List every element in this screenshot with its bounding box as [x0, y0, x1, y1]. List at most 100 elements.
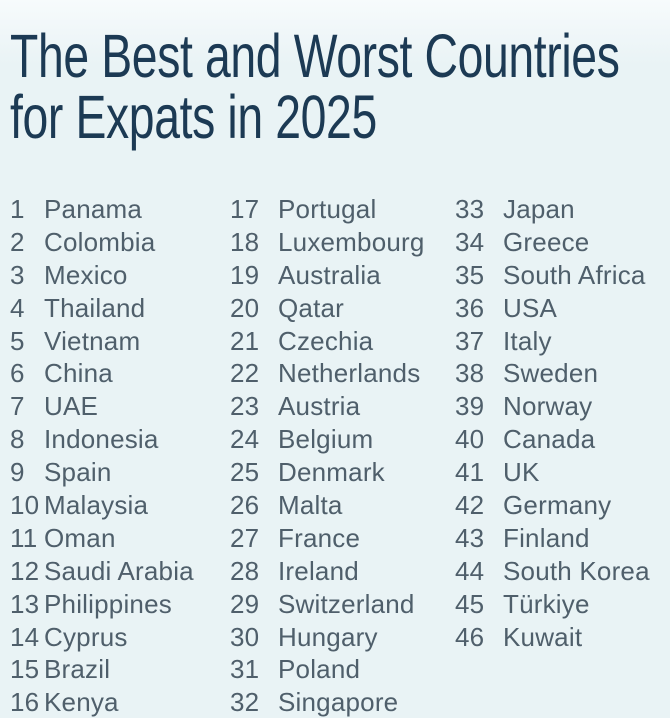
country-name: Netherlands — [278, 358, 421, 389]
rank-number: 13 — [10, 588, 40, 619]
country-name: Belgium — [278, 424, 374, 455]
country-name: Czechia — [278, 325, 374, 356]
country-name: Canada — [503, 424, 596, 455]
ranking-row: 2 Colombia — [10, 226, 232, 259]
country-name: Philippines — [44, 588, 172, 619]
country-name: UK — [503, 457, 540, 488]
rank-number: 16 — [10, 687, 40, 718]
ranking-row: 16 Kenya — [10, 686, 232, 718]
rank-number: 23 — [230, 391, 260, 422]
rank-number: 20 — [230, 292, 260, 323]
country-name: Kenya — [44, 687, 119, 718]
ranking-row: 12 Saudi Arabia — [10, 555, 232, 588]
country-name: Mexico — [44, 259, 128, 290]
rank-number: 32 — [230, 687, 260, 718]
rank-number: 35 — [455, 259, 485, 290]
country-name: Oman — [44, 522, 116, 553]
rank-number: 9 — [10, 457, 25, 488]
rank-number: 12 — [10, 555, 40, 586]
rank-number: 8 — [10, 424, 25, 455]
ranking-row: 4 Thailand — [10, 292, 232, 325]
rank-number: 42 — [455, 490, 485, 521]
country-name: Greece — [503, 226, 590, 257]
ranking-row: 33 Japan — [455, 193, 670, 226]
rank-number: 30 — [230, 621, 260, 652]
country-name: Türkiye — [503, 588, 590, 619]
rank-number: 37 — [455, 325, 485, 356]
rank-number: 19 — [230, 259, 260, 290]
rank-number: 15 — [10, 654, 40, 685]
country-name: Saudi Arabia — [44, 555, 194, 586]
page-title: The Best and Worst Countries for Expats … — [10, 22, 620, 151]
rank-number: 46 — [455, 621, 485, 652]
page-title-line-2: for Expats in 2025 — [10, 83, 377, 151]
ranking-row: 8 Indonesia — [10, 423, 232, 456]
ranking-row: 3 Mexico — [10, 259, 232, 292]
ranking-row: 43 Finland — [455, 522, 670, 555]
country-name: South Korea — [503, 555, 650, 586]
rank-number: 18 — [230, 226, 260, 257]
country-name: Sweden — [503, 358, 599, 389]
rank-number: 2 — [10, 226, 25, 257]
ranking-row: 9 Spain — [10, 456, 232, 489]
country-name: Switzerland — [278, 588, 415, 619]
country-name: Poland — [278, 654, 361, 685]
ranking-row: 30 Hungary — [230, 621, 452, 654]
country-name: France — [278, 522, 361, 553]
ranking-row: 15 Brazil — [10, 653, 232, 686]
rank-number: 40 — [455, 424, 485, 455]
ranking-row: 19 Australia — [230, 259, 452, 292]
ranking-row: 22 Netherlands — [230, 357, 452, 390]
country-name: South Africa — [503, 259, 646, 290]
country-name: Portugal — [278, 194, 377, 224]
rank-number: 33 — [455, 194, 485, 224]
country-name: Norway — [503, 391, 593, 422]
ranking-row: 10 Malaysia — [10, 489, 232, 522]
country-name: Italy — [503, 325, 552, 356]
country-name: USA — [503, 292, 558, 323]
rank-number: 26 — [230, 490, 260, 521]
country-name: Panama — [44, 194, 143, 224]
rank-number: 31 — [230, 654, 260, 685]
rank-number: 6 — [10, 358, 25, 389]
rank-number: 5 — [10, 325, 25, 356]
ranking-row: 32 Singapore — [230, 686, 452, 718]
ranking-row: 40 Canada — [455, 423, 670, 456]
rank-number: 21 — [230, 325, 260, 356]
rank-number: 36 — [455, 292, 485, 323]
country-name: Hungary — [278, 621, 378, 652]
rank-number: 7 — [10, 391, 25, 422]
country-name: Spain — [44, 457, 112, 488]
ranking-row: 18 Luxembourg — [230, 226, 452, 259]
country-name: UAE — [44, 391, 99, 422]
rank-number: 28 — [230, 555, 260, 586]
ranking-row: 31 Poland — [230, 653, 452, 686]
ranking-row: 41 UK — [455, 456, 670, 489]
ranking-row: 29 Switzerland — [230, 588, 452, 621]
ranking-row: 44 South Korea — [455, 555, 670, 588]
country-name: Malaysia — [44, 490, 149, 521]
country-name: Colombia — [44, 226, 156, 257]
country-name: Austria — [278, 391, 361, 422]
rank-number: 34 — [455, 226, 485, 257]
rank-number: 45 — [455, 588, 485, 619]
ranking-row: 14 Cyprus — [10, 621, 232, 654]
rank-number: 11 — [10, 522, 38, 553]
rank-number: 25 — [230, 457, 260, 488]
country-name: Luxembourg — [278, 226, 425, 257]
rank-number: 27 — [230, 522, 260, 553]
ranking-row: 25 Denmark — [230, 456, 452, 489]
rank-number: 43 — [455, 522, 485, 553]
country-name: China — [44, 358, 113, 389]
ranking-row: 45 Türkiye — [455, 588, 670, 621]
country-name: Ireland — [278, 555, 359, 586]
ranking-row: 1 Panama — [10, 193, 232, 226]
rank-number: 1 — [10, 194, 25, 224]
rank-number: 38 — [455, 358, 485, 389]
ranking-row: 34 Greece — [455, 226, 670, 259]
country-name: Thailand — [44, 292, 146, 323]
country-name: Japan — [503, 194, 575, 224]
ranking-row: 13 Philippines — [10, 588, 232, 621]
page-title-line-1: The Best and Worst Countries — [10, 22, 620, 90]
ranking-row: 46 Kuwait — [455, 621, 670, 654]
